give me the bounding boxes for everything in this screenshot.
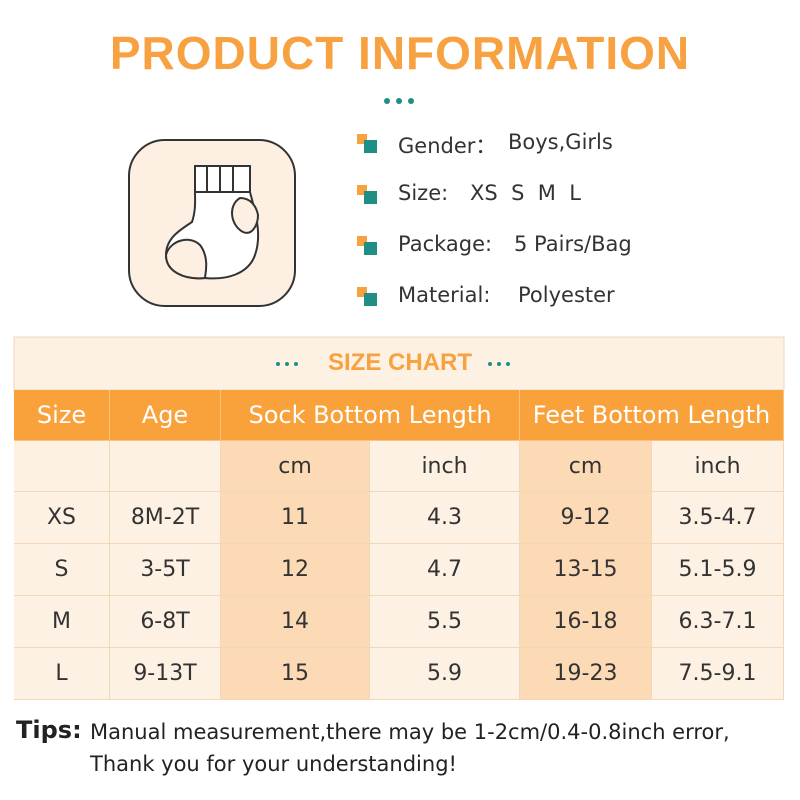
table-cell: 4.7 bbox=[370, 544, 520, 596]
size-chart-title: SIZE CHART bbox=[328, 349, 472, 376]
table-header: Feet Bottom Length bbox=[520, 390, 784, 441]
table-cell: 9-13T bbox=[110, 648, 221, 700]
table-header: Sock Bottom Length bbox=[221, 390, 520, 441]
spec-label: Size: bbox=[398, 181, 449, 205]
bullet bbox=[364, 242, 377, 255]
tips-label: Tips: bbox=[16, 716, 82, 744]
table-cell: 11 bbox=[221, 492, 370, 544]
table-cell: 5.9 bbox=[370, 648, 520, 700]
bullet bbox=[364, 293, 377, 306]
table-cell: 12 bbox=[221, 544, 370, 596]
table-header: Age bbox=[110, 390, 221, 441]
table-cell: 5.1-5.9 bbox=[652, 544, 784, 596]
unit-label: cm bbox=[221, 441, 370, 492]
spec-label: Package: bbox=[398, 232, 493, 256]
spec-value: Boys,Girls bbox=[508, 130, 613, 154]
spec-value: XS S M L bbox=[470, 181, 581, 205]
tips-line: Manual measurement,there may be 1-2cm/0.… bbox=[90, 720, 730, 744]
title: PRODUCT INFORMATION bbox=[109, 27, 691, 79]
table-cell bbox=[110, 441, 221, 492]
table-cell: M bbox=[14, 596, 110, 648]
bullet bbox=[357, 287, 367, 297]
table-cell: 13-15 bbox=[520, 544, 652, 596]
table-cell: 16-18 bbox=[520, 596, 652, 648]
table-header: Size bbox=[14, 390, 110, 441]
table-cell bbox=[14, 441, 110, 492]
unit-label: cm bbox=[520, 441, 652, 492]
spec-value: Polyester bbox=[518, 283, 615, 307]
bullet bbox=[357, 185, 367, 195]
table-cell: 6.3-7.1 bbox=[652, 596, 784, 648]
table-cell: 15 bbox=[221, 648, 370, 700]
table-cell: 8M-2T bbox=[110, 492, 221, 544]
table-cell: 19-23 bbox=[520, 648, 652, 700]
table-cell: 9-12 bbox=[520, 492, 652, 544]
sock-icon bbox=[164, 165, 260, 280]
table-cell: 6-8T bbox=[110, 596, 221, 648]
table-bg bbox=[13, 336, 785, 391]
table-cell: 4.3 bbox=[370, 492, 520, 544]
tips-line: Thank you for your understanding! bbox=[90, 752, 457, 776]
table-cell: 7.5-9.1 bbox=[652, 648, 784, 700]
bullet bbox=[364, 191, 377, 204]
table-cell: XS bbox=[14, 492, 110, 544]
unit-label: inch bbox=[652, 441, 784, 492]
table-cell: 14 bbox=[221, 596, 370, 648]
spec-label: Material: bbox=[398, 283, 491, 307]
dots bbox=[384, 98, 414, 104]
table-cell: 3-5T bbox=[110, 544, 221, 596]
table-cell: 5.5 bbox=[370, 596, 520, 648]
table-cell: S bbox=[14, 544, 110, 596]
spec-label: Gender： bbox=[398, 134, 497, 158]
spec-value: 5 Pairs/Bag bbox=[514, 232, 632, 256]
unit-label: inch bbox=[370, 441, 520, 492]
bullet bbox=[357, 236, 367, 246]
bullet bbox=[357, 134, 367, 144]
table-cell: L bbox=[14, 648, 110, 700]
bullet bbox=[364, 140, 377, 153]
table-cell: 3.5-4.7 bbox=[652, 492, 784, 544]
